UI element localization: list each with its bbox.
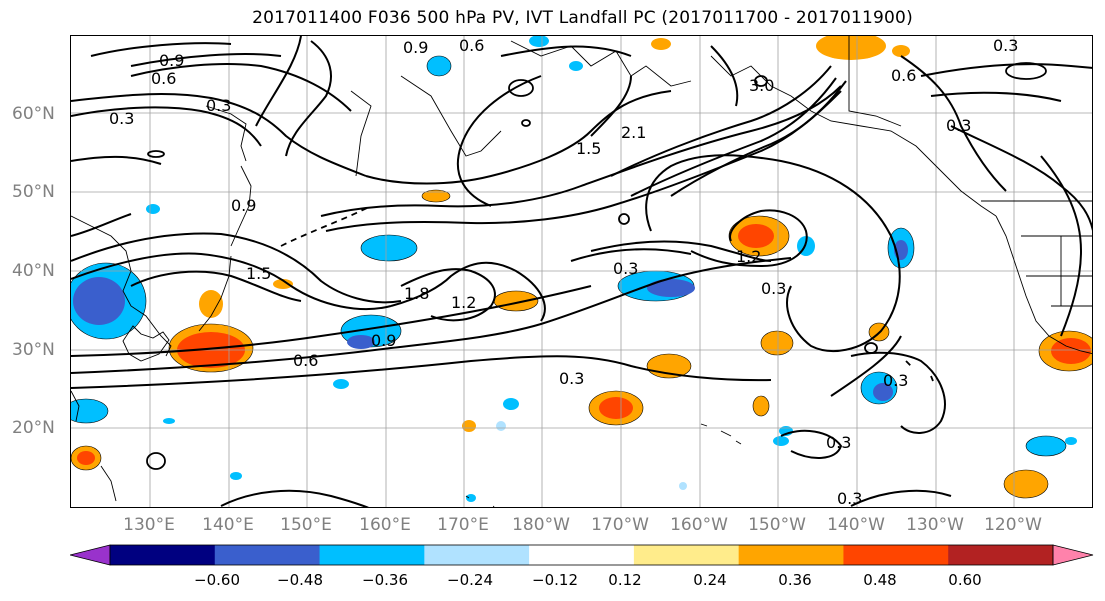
lon-label-130w: 130°W (906, 515, 964, 535)
contour-label: 0.6 (459, 36, 484, 55)
lon-label-150w: 150°W (748, 515, 806, 535)
contour-label: 0.9 (159, 51, 184, 70)
colorbar-segment (843, 545, 949, 565)
contour-label: 0.3 (946, 116, 971, 135)
colorbar-tick: 0.24 (693, 571, 727, 589)
colorbar-tick: −0.12 (532, 571, 578, 589)
lon-label-170e: 170°E (437, 515, 489, 535)
contour-label: 1.8 (404, 284, 429, 303)
colorbar-tick: 0.48 (863, 571, 897, 589)
lat-label-40n: 40°N (12, 261, 55, 281)
contour-label: 1.5 (246, 264, 271, 283)
contour-label: 2.1 (621, 123, 646, 142)
contour-label: 3.0 (749, 76, 774, 95)
colorbar-tick: −0.60 (194, 571, 240, 589)
contour-label: 1.2 (736, 247, 761, 266)
colorbar-segment (214, 545, 321, 565)
contour-label: 0.9 (231, 196, 256, 215)
colorbar (70, 544, 1094, 566)
lat-label-20n: 20°N (12, 418, 55, 438)
colorbar-segment (633, 545, 740, 565)
lat-lon-grid (71, 36, 1092, 507)
contour-label: 0.9 (371, 331, 396, 350)
colorbar-outline (109, 544, 1054, 566)
contour-label: 0.3 (109, 109, 134, 128)
map-svg: 0.9 0.6 0.3 0.3 0.9 0.6 0.3 1.5 2.1 0.3 … (71, 36, 1092, 508)
map-title: 2017011400 F036 500 hPa PV, IVT Landfall… (252, 8, 913, 28)
contour-label: 0.3 (883, 371, 908, 390)
positive-shading (71, 36, 1092, 499)
lon-label-130e: 130°E (123, 515, 175, 535)
colorbar-extend-high (1052, 544, 1094, 566)
colorbar-tick: 0.36 (778, 571, 812, 589)
lon-label-180w: 180°W (512, 515, 570, 535)
pv-contours (71, 36, 1092, 507)
contour-label: 0.3 (761, 279, 786, 298)
lon-label-140w: 140°W (827, 515, 885, 535)
lat-label-50n: 50°N (12, 182, 55, 202)
lat-label-60n: 60°N (12, 104, 55, 124)
colorbar-segments (70, 544, 1094, 566)
lat-label-30n: 30°N (12, 340, 55, 360)
colorbar-tick: −0.36 (362, 571, 408, 589)
contour-label: 1.2 (451, 293, 476, 312)
lon-label-120w: 120°W (984, 515, 1042, 535)
contour-label: 0.3 (826, 433, 851, 452)
lon-label-170w: 170°W (591, 515, 649, 535)
contour-label: 0.6 (293, 351, 318, 370)
coastlines (71, 36, 1092, 507)
pv-dashed-contours (280, 205, 934, 382)
colorbar-segment (738, 545, 844, 565)
contour-label: 0.3 (993, 36, 1018, 55)
lon-label-140e: 140°E (202, 515, 254, 535)
colorbar-extend-low (70, 544, 111, 566)
contour-label: 0.3 (613, 259, 638, 278)
colorbar-tick: 0.60 (948, 571, 982, 589)
colorbar-tick: −0.48 (277, 571, 323, 589)
colorbar-segment (319, 545, 425, 565)
colorbar-segment (424, 545, 530, 565)
contour-label: 1.5 (576, 139, 601, 158)
pv-small-contours (146, 62, 1047, 470)
contour-label: 0.3 (837, 489, 862, 508)
contour-label: 0.6 (891, 66, 916, 85)
colorbar-tick: 0.12 (608, 571, 642, 589)
contour-label: 0.6 (151, 69, 176, 88)
contour-label: 0.3 (206, 96, 231, 115)
contour-label: 0.3 (559, 369, 584, 388)
contour-label: 0.9 (403, 38, 428, 57)
colorbar-segment (948, 545, 1054, 565)
colorbar-tick: −0.24 (447, 571, 493, 589)
colorbar-segment (529, 545, 635, 565)
lon-label-150e: 150°E (280, 515, 332, 535)
lon-label-160e: 160°E (359, 515, 411, 535)
contour-label-group: 0.9 0.6 0.3 0.3 0.9 0.6 0.3 1.5 2.1 0.3 … (109, 36, 1018, 508)
lon-label-160w: 160°W (670, 515, 728, 535)
colorbar-segment (110, 545, 216, 565)
map-panel[interactable]: 0.9 0.6 0.3 0.3 0.9 0.6 0.3 1.5 2.1 0.3 … (70, 35, 1093, 508)
